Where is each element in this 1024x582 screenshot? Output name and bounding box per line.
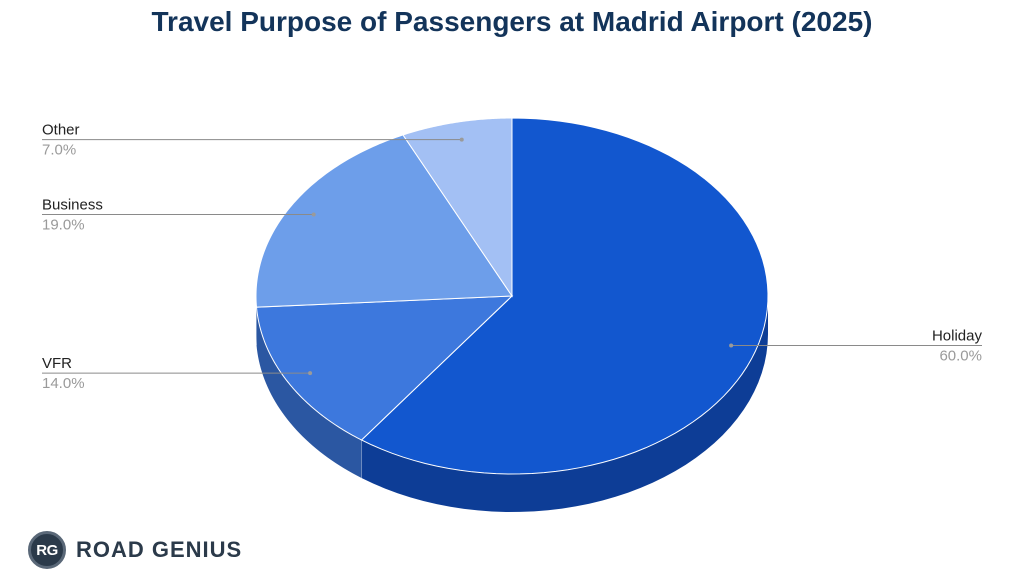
leader-dot-holiday: [729, 343, 734, 348]
leader-dot-business: [311, 212, 316, 217]
slice-side-vfr: [256, 307, 362, 479]
chart-title: Travel Purpose of Passengers at Madrid A…: [151, 6, 873, 37]
slice-other: [402, 117, 513, 298]
slice-value-holiday: 60.0%: [939, 348, 982, 365]
brand-name: ROAD GENIUS: [76, 537, 243, 562]
slice-label-vfr: VFR: [42, 355, 72, 372]
slice-label-other: Other: [42, 122, 80, 139]
brand-logo: RG: [28, 531, 66, 569]
slice-side-holiday: [361, 296, 768, 512]
leader-dot-other: [459, 137, 464, 142]
leader-dot-vfr: [308, 371, 313, 376]
slice-value-business: 19.0%: [42, 216, 85, 233]
slice-labels: Holiday 60.0% VFR 14.0% Business 19.0% Other 7.…: [42, 122, 982, 393]
pie-slices: [255, 117, 769, 475]
slice-value-vfr: 14.0%: [42, 375, 85, 392]
slice-label-business: Business: [42, 196, 103, 213]
slice-value-other: 7.0%: [42, 142, 76, 159]
slice-holiday: [360, 117, 769, 475]
brand: RG ROAD GENIUS: [28, 530, 242, 570]
slice-business: [255, 134, 513, 308]
leader-lines: [42, 137, 982, 376]
slice-vfr: [255, 295, 514, 441]
slice-label-holiday: Holiday: [932, 328, 983, 345]
